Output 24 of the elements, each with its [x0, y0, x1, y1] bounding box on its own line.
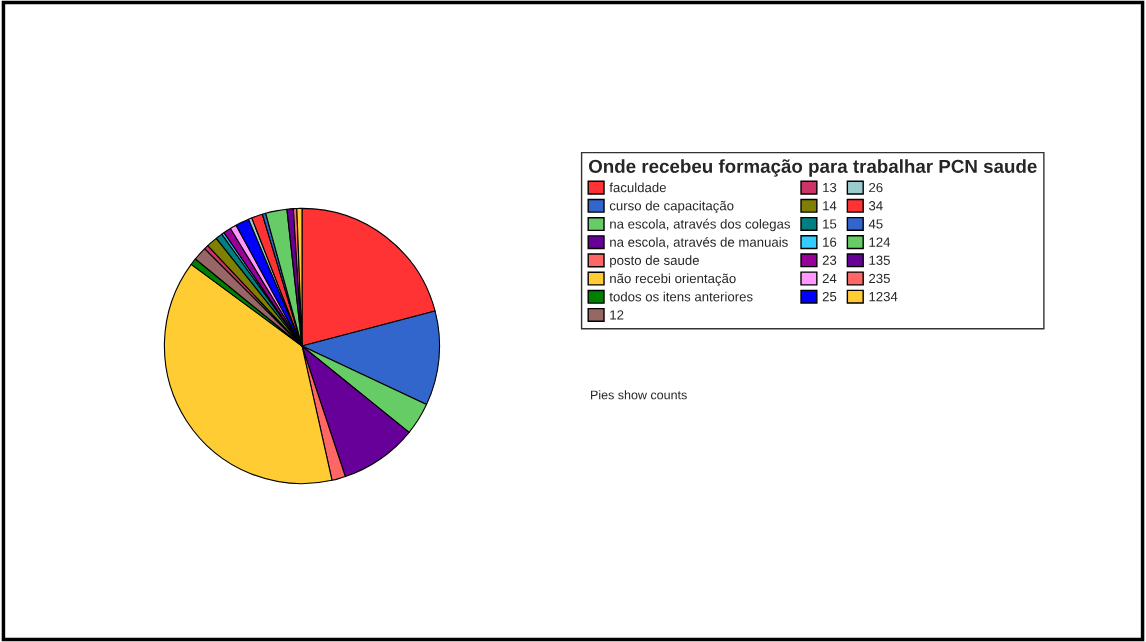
- legend-label: 25: [822, 291, 837, 302]
- legend-label: 124: [869, 237, 891, 247]
- legend-label: 15: [823, 219, 837, 229]
- legend-label: 235: [869, 273, 890, 284]
- text: Pies show counts: [591, 390, 687, 400]
- legend-label: não recebi orientação: [610, 273, 736, 286]
- legend-title: Onde recebeu formação para trabalhar PCN saude: [588, 159, 1037, 177]
- legend-label: curso de capacitação: [609, 200, 734, 214]
- legend-label: 1234: [869, 291, 898, 302]
- legend-label: na escola, através dos colegas: [610, 218, 790, 232]
- legend-label: 24: [822, 273, 837, 283]
- legend-label: posto de saude: [610, 255, 699, 268]
- legend-label: 13: [823, 182, 837, 193]
- legend-label: 23: [822, 255, 837, 265]
- legend-label: 45: [868, 219, 883, 229]
- legend-label: 12: [610, 310, 624, 320]
- legend-label: 14: [823, 201, 837, 211]
- legend-label: faculdade: [609, 182, 666, 193]
- legend-label: todos os itens anteriores: [609, 291, 753, 302]
- legend-label: 26: [869, 182, 883, 193]
- legend-label: na escola, através de manuais: [610, 236, 788, 249]
- legend-label: 34: [868, 201, 883, 211]
- legend-label: 135: [869, 255, 890, 265]
- legend-label: 16: [823, 237, 837, 247]
